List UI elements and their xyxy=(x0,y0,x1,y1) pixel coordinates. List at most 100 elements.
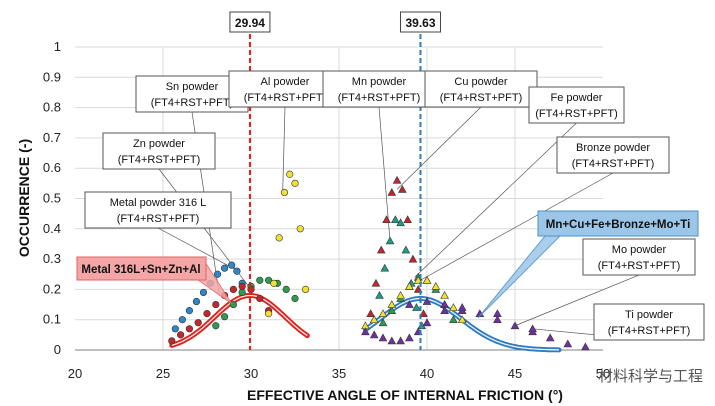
group-label-pointer xyxy=(477,235,562,319)
data-point xyxy=(405,333,414,342)
callout-box xyxy=(322,70,436,108)
reference-value-label: 39.63 xyxy=(405,16,435,30)
data-point xyxy=(431,281,441,290)
data-point xyxy=(265,276,273,284)
data-point xyxy=(238,282,246,290)
y-tick-label: 0.2 xyxy=(43,281,61,296)
data-point xyxy=(528,324,537,333)
data-point xyxy=(291,294,299,303)
data-point xyxy=(405,300,414,308)
x-tick-label: 30 xyxy=(244,366,258,381)
callout-box xyxy=(102,132,216,170)
callout-title: Ti powder xyxy=(625,309,673,321)
callout-subtitle: (FT4+RST+PFT) xyxy=(117,213,200,225)
data-point xyxy=(203,310,211,318)
callout-subtitle: (FT4+RST+PFT) xyxy=(572,158,655,170)
callout-leader-line xyxy=(157,227,239,272)
fit-curve-highlight xyxy=(171,294,308,347)
y-tick-label: 0.8 xyxy=(43,100,61,115)
data-point xyxy=(194,319,202,327)
data-point xyxy=(419,309,428,317)
data-point xyxy=(412,303,421,311)
x-tick-label: 25 xyxy=(156,366,170,381)
group-labels-layer: Metal 316L+Sn+Zn+Al Mn+Cu+Fe+Bronze+Mo+Ti xyxy=(76,210,699,319)
data-point xyxy=(192,297,201,306)
y-axis-title: OCCURRENCE (-) xyxy=(16,139,32,257)
reference-value-box xyxy=(229,11,271,33)
data-point xyxy=(376,245,386,254)
callout-subtitle: (FT4+RST+PFT) xyxy=(244,92,327,104)
callout-title: Mn powder xyxy=(352,76,407,88)
callout-box xyxy=(556,136,670,174)
reference-value-box xyxy=(399,11,441,33)
data-point xyxy=(378,318,388,327)
x-tick-label: 40 xyxy=(420,366,434,381)
y-tick-label: 0.9 xyxy=(43,69,61,84)
y-tick-label: 0.5 xyxy=(43,191,61,206)
callout-title: Metal powder 316 L xyxy=(110,197,207,209)
data-point xyxy=(422,318,432,327)
data-point xyxy=(238,288,246,297)
callout-leader-line xyxy=(409,172,614,287)
data-point xyxy=(422,275,432,284)
group-label-text: Metal 316L+Sn+Zn+Al xyxy=(81,264,200,276)
data-point xyxy=(228,261,236,269)
data-point xyxy=(247,285,255,294)
data-point xyxy=(493,315,502,324)
data-point xyxy=(178,316,186,324)
watermark-text: 材料科学与工程 xyxy=(598,368,703,385)
data-point xyxy=(185,325,193,333)
data-point xyxy=(286,170,294,178)
data-point xyxy=(581,342,590,351)
callout-box xyxy=(424,70,538,108)
data-point xyxy=(361,327,370,336)
data-point xyxy=(233,267,241,275)
data-point xyxy=(366,309,375,317)
callout-box xyxy=(593,303,705,341)
data-point xyxy=(301,285,310,294)
data-point xyxy=(369,315,379,324)
data-point xyxy=(545,333,555,342)
data-point xyxy=(510,321,520,330)
callout-leader-line xyxy=(396,106,482,190)
callout-subtitle: (FT4+RST+PFT) xyxy=(118,154,201,166)
callout-box xyxy=(84,191,232,229)
fit-curve xyxy=(169,293,310,348)
data-point xyxy=(296,225,304,233)
data-point xyxy=(387,306,397,314)
callout-title: Mo powder xyxy=(612,244,667,256)
data-point xyxy=(280,188,289,197)
data-point xyxy=(378,333,388,342)
x-tick-label: 45 xyxy=(508,366,522,381)
data-point xyxy=(265,310,273,318)
callout-leader-line xyxy=(414,122,577,278)
data-point xyxy=(396,218,405,227)
axes-layer: 0 0.1 0.2 0.3 0.4 0.5 0.6 0.7 0.8 0.9 1 20 25 30 35 40 4… xyxy=(43,39,610,381)
data-point xyxy=(256,294,264,303)
data-point xyxy=(369,330,379,339)
data-point xyxy=(457,303,467,311)
data-point xyxy=(168,337,176,345)
y-tick-label: 0 xyxy=(54,342,61,357)
data-point xyxy=(229,285,237,294)
data-point xyxy=(387,300,397,308)
callout-subtitle: (FT4+RST+PFT) xyxy=(440,92,523,104)
data-point xyxy=(382,215,391,224)
callout-box xyxy=(582,238,696,276)
callout-title: Cu powder xyxy=(454,76,508,88)
group-label-text: Mn+Cu+Fe+Bronze+Mo+Ti xyxy=(546,219,691,231)
data-point xyxy=(440,306,449,314)
callout-subtitle: (FT4+RST+PFT) xyxy=(608,325,691,337)
callout-title: Bronze powder xyxy=(576,142,650,154)
data-point xyxy=(212,322,220,330)
callout-boxes-layer: Sn powder (FT4+RST+PFT) Al powder (FT4+RST+… xyxy=(84,70,705,341)
callout-title: Zn powder xyxy=(133,138,185,150)
data-point xyxy=(385,236,395,245)
callout-title: Sn powder xyxy=(166,81,219,93)
y-tick-label: 0.3 xyxy=(43,251,61,266)
data-point xyxy=(403,215,412,224)
data-point xyxy=(375,291,384,299)
y-tick-label: 1 xyxy=(54,39,61,54)
data-point xyxy=(275,234,283,242)
data-point xyxy=(199,288,208,297)
